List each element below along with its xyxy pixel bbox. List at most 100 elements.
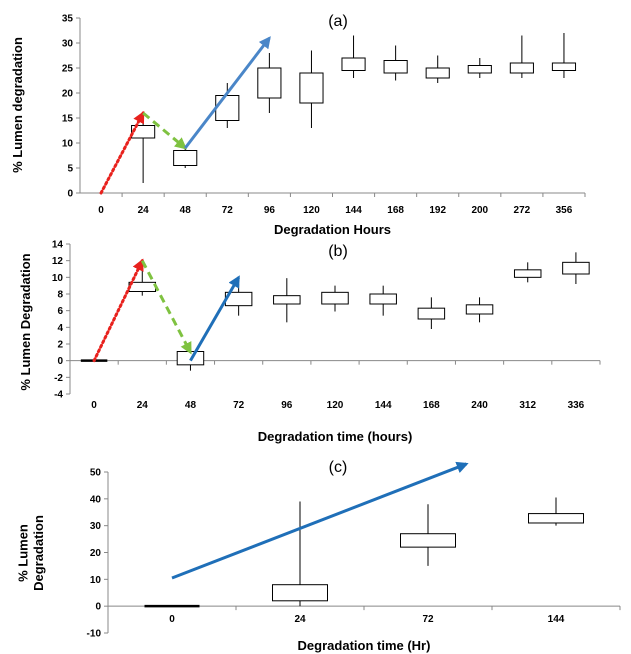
trend-arrow-2 xyxy=(140,259,192,355)
trend-arrow-3 xyxy=(184,36,271,149)
x-tick-label: 312 xyxy=(519,400,536,411)
box-body xyxy=(513,269,542,278)
box-body xyxy=(173,150,198,166)
box-72 xyxy=(400,504,456,566)
y-axis-label-line: % Lumen xyxy=(15,524,30,582)
x-tick-label: 200 xyxy=(471,205,488,216)
box-body xyxy=(528,513,584,524)
x-tick-label: 144 xyxy=(375,400,392,411)
box-48 xyxy=(173,148,198,168)
y-tick-label: 4 xyxy=(57,323,63,334)
y-tick-label: 40 xyxy=(90,494,102,505)
x-tick-label: 48 xyxy=(180,205,192,216)
x-tick-label: 120 xyxy=(303,205,320,216)
box-body xyxy=(341,57,366,71)
box-body xyxy=(369,293,397,305)
box-body xyxy=(383,60,408,74)
box-168 xyxy=(417,297,446,329)
y-axis-label: % LumenDegradation xyxy=(15,515,46,591)
box-body xyxy=(272,584,328,602)
box-body xyxy=(321,291,349,305)
y-tick-label: 50 xyxy=(90,468,102,479)
box-body xyxy=(131,125,156,139)
box-body xyxy=(273,295,301,305)
box-96 xyxy=(273,278,301,323)
x-tick-label: 0 xyxy=(98,205,104,216)
box-272 xyxy=(509,35,534,78)
x-tick-label: 72 xyxy=(422,614,434,625)
y-tick-label: 20 xyxy=(62,89,74,100)
trend-arrow-1 xyxy=(99,110,145,195)
x-tick-label: 24 xyxy=(138,205,150,216)
x-tick-label: 0 xyxy=(169,614,175,625)
y-tick-label: 0 xyxy=(67,189,73,200)
box-body xyxy=(417,307,446,320)
box-24 xyxy=(131,113,156,183)
box-body xyxy=(425,67,450,79)
box-96 xyxy=(257,53,282,113)
y-tick-label: 35 xyxy=(62,14,74,25)
y-tick-label: 12 xyxy=(52,256,64,267)
trend-arrow-1 xyxy=(92,258,144,363)
box-body xyxy=(562,261,590,275)
x-tick-label: 272 xyxy=(514,205,531,216)
x-tick-label: 24 xyxy=(137,400,149,411)
y-tick-label: 6 xyxy=(57,306,63,317)
box-144 xyxy=(369,285,397,316)
y-tick-label: 10 xyxy=(90,575,102,586)
x-tick-label: 144 xyxy=(345,205,362,216)
y-tick-label: -10 xyxy=(87,629,102,640)
y-tick-label: 8 xyxy=(57,290,63,301)
panel-label: (b) xyxy=(328,243,348,260)
x-tick-label: 356 xyxy=(556,205,573,216)
box-120 xyxy=(299,50,324,128)
box-body xyxy=(215,95,240,121)
box-body xyxy=(128,281,157,293)
trend-arrow-2 xyxy=(142,111,188,150)
box-312 xyxy=(513,262,542,283)
box-240 xyxy=(465,297,494,323)
box-356 xyxy=(551,33,577,78)
trend-arrow-3 xyxy=(189,275,240,362)
y-tick-label: 5 xyxy=(67,164,73,175)
y-tick-label: 14 xyxy=(52,240,64,251)
x-tick-label: 72 xyxy=(222,205,234,216)
y-tick-label: 10 xyxy=(52,273,64,284)
x-tick-label: 336 xyxy=(568,400,585,411)
x-tick-label: 120 xyxy=(327,400,344,411)
y-tick-label: -2 xyxy=(54,373,63,384)
x-tick-label: 144 xyxy=(548,614,565,625)
y-tick-label: 30 xyxy=(62,39,74,50)
box-body xyxy=(551,62,577,71)
box-body xyxy=(257,67,282,99)
box-48 xyxy=(176,344,205,371)
y-tick-label: 0 xyxy=(95,602,101,613)
box-192 xyxy=(425,55,450,83)
y-axis-label: % Lumen degradation xyxy=(10,37,25,173)
x-tick-label: 168 xyxy=(423,400,440,411)
box-168 xyxy=(383,45,408,81)
y-tick-label: 2 xyxy=(57,340,63,351)
panel-label: (c) xyxy=(329,459,348,476)
chart-panel-c: -10 0 10 20 30 40 50 0 24 72 144 (c) Degradation tim… xyxy=(15,459,621,653)
x-tick-label: 168 xyxy=(387,205,404,216)
y-tick-label: 25 xyxy=(62,64,74,75)
y-tick-label: 20 xyxy=(90,548,102,559)
box-72 xyxy=(224,284,253,316)
x-axis-label: Degradation time (hours) xyxy=(258,429,413,444)
trend-arrow-1 xyxy=(171,461,469,580)
y-axis-label-line: Degradation xyxy=(31,515,46,591)
chart-panel-a: 0 5 10 15 20 25 30 35 0 24 48 72 96 120 144 168 192 200 27… xyxy=(10,13,586,237)
box-200 xyxy=(467,58,492,78)
box-336 xyxy=(562,252,590,284)
y-tick-label: 30 xyxy=(90,521,102,532)
x-tick-label: 96 xyxy=(264,205,276,216)
box-body xyxy=(467,65,492,74)
box-body xyxy=(299,72,324,104)
x-axis-label: Degradation time (Hr) xyxy=(298,638,431,653)
y-tick-label: 0 xyxy=(57,356,63,367)
box-body xyxy=(509,62,534,74)
box-body xyxy=(400,533,456,548)
